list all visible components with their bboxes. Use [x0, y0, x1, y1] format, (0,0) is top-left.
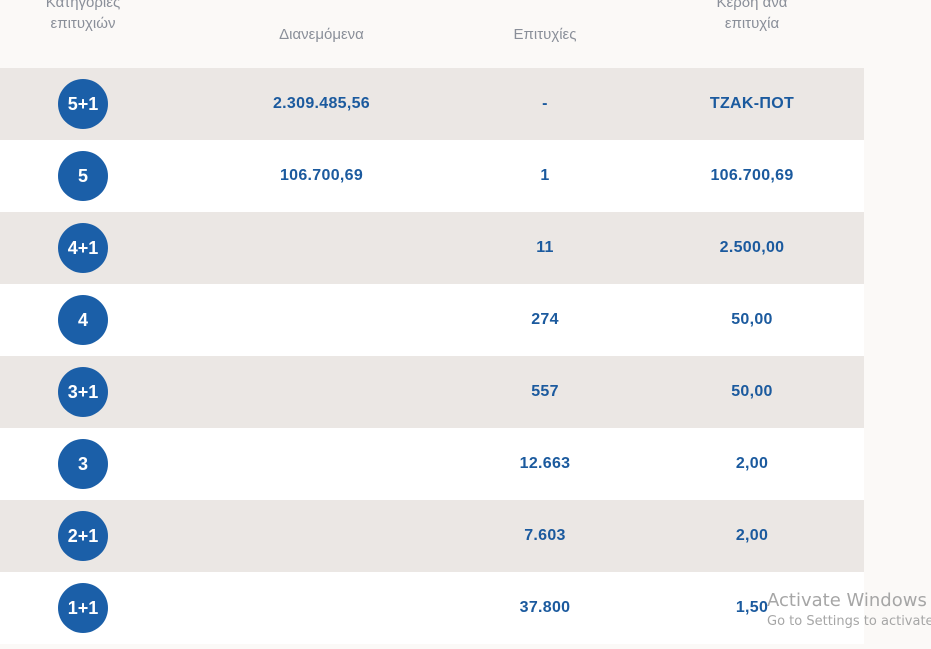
distributed-amount: [230, 428, 413, 500]
prize-amount: 2.500,00: [719, 239, 785, 256]
prize-amount: 50,00: [731, 383, 773, 400]
winners-count: -: [542, 95, 548, 112]
header-distributed-label: Διανεμόμενα: [279, 25, 364, 43]
header-distributed: Διανεμόμενα: [230, 0, 413, 68]
winners-count: 274: [531, 311, 559, 328]
distributed-amount: [230, 572, 413, 644]
watermark-title: Activate Windows: [767, 590, 927, 611]
table-row: 5 106.700,69 1 106.700,69: [0, 140, 864, 212]
header-winners-label: Επιτυχίες: [513, 25, 577, 43]
winners-count: 11: [536, 239, 554, 256]
winners-count: 7.603: [524, 527, 566, 544]
prize-amount: ΤΖΑΚ-ΠΟΤ: [709, 95, 795, 112]
category-badge: 4+1: [58, 223, 108, 273]
category-badge: 4: [58, 295, 108, 345]
distributed-amount: [230, 356, 413, 428]
watermark-subtitle: Go to Settings to activate: [767, 614, 931, 629]
header-prize-label: Κέρδη ανά επιτυχία: [716, 0, 788, 32]
prize-amount: 1,50: [735, 599, 769, 616]
distributed-amount: 2.309.485,56: [272, 95, 371, 112]
winners-count: 557: [531, 383, 559, 400]
distributed-amount: 106.700,69: [279, 167, 364, 184]
header-category: Κατηγορίες επιτυχιών: [0, 0, 166, 47]
category-badge: 1+1: [58, 583, 108, 633]
table-row: 5+1 2.309.485,56 - ΤΖΑΚ-ΠΟΤ: [0, 68, 864, 140]
distributed-amount: [230, 500, 413, 572]
prize-amount: 50,00: [731, 311, 773, 328]
distributed-amount: [230, 212, 413, 284]
prize-amount: 2,00: [735, 527, 769, 544]
header-winners: Επιτυχίες: [450, 0, 640, 68]
table-row: 2+1 7.603 2,00: [0, 500, 864, 572]
category-badge: 3: [58, 439, 108, 489]
category-badge: 5: [58, 151, 108, 201]
table-row: 3 12.663 2,00: [0, 428, 864, 500]
distributed-amount: [230, 284, 413, 356]
table-header: Κατηγορίες επιτυχιών Διανεμόμενα Επιτυχί…: [0, 0, 864, 68]
results-table: Κατηγορίες επιτυχιών Διανεμόμενα Επιτυχί…: [0, 0, 864, 644]
table-row: 3+1 557 50,00: [0, 356, 864, 428]
category-badge: 5+1: [58, 79, 108, 129]
table-row: 4+1 11 2.500,00: [0, 212, 864, 284]
table-row: 1+1 37.800 1,50: [0, 572, 864, 644]
activate-windows-watermark: Activate Windows Go to Settings to activ…: [767, 589, 931, 631]
header-prize: Κέρδη ανά επιτυχία: [640, 0, 864, 47]
category-badge: 3+1: [58, 367, 108, 417]
prize-amount: 2,00: [735, 455, 769, 472]
category-badge: 2+1: [58, 511, 108, 561]
header-category-label: Κατηγορίες επιτυχιών: [45, 0, 121, 32]
prize-amount: 106.700,69: [710, 167, 794, 184]
winners-count: 1: [540, 167, 550, 184]
winners-count: 37.800: [519, 599, 571, 616]
winners-count: 12.663: [519, 455, 571, 472]
table-row: 4 274 50,00: [0, 284, 864, 356]
